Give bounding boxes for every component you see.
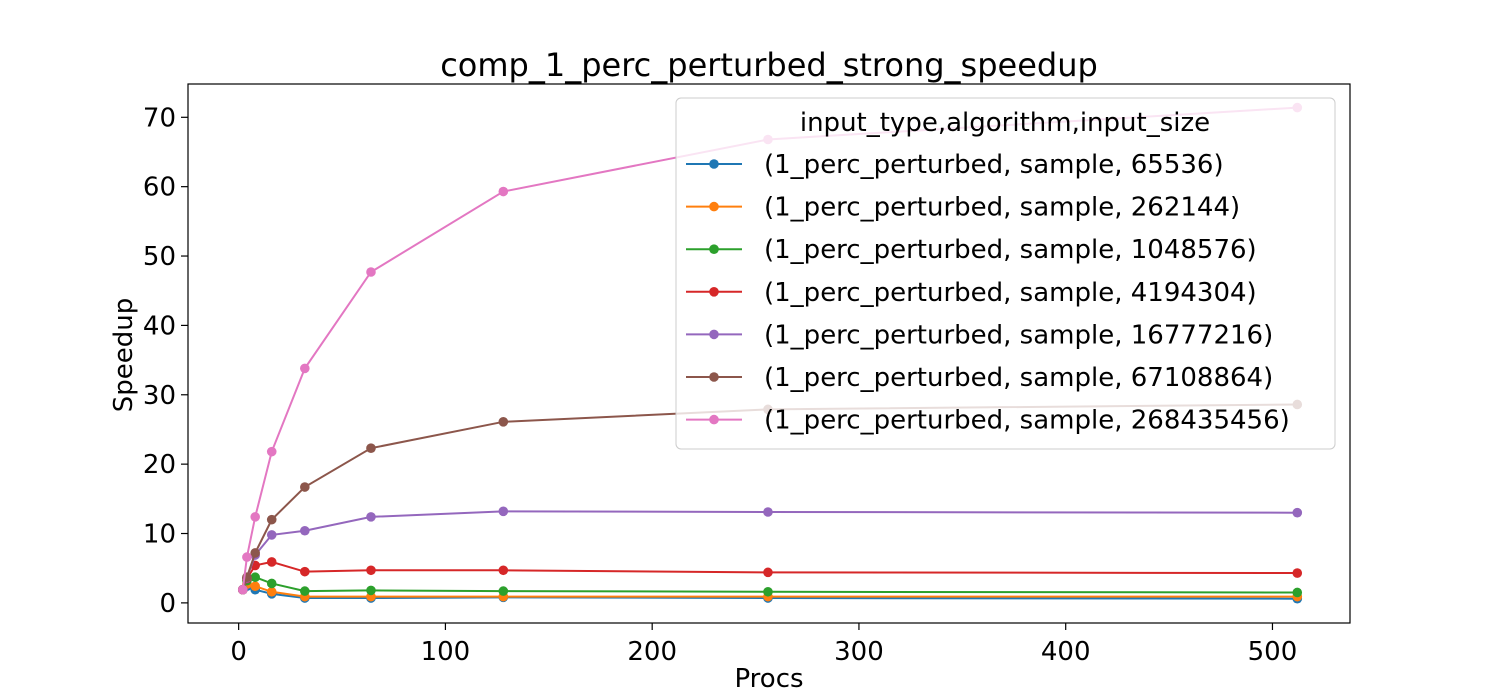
legend-box (675, 97, 1336, 450)
y-axis: 0 10 20 30 40 50 60 70 (143, 103, 188, 619)
series-4 (237, 506, 1303, 595)
x-axis-label: Procs (734, 664, 803, 694)
legend-label: (1_perc_perturbed, sample, 65536) (764, 150, 1224, 180)
legend-label: (1_perc_perturbed, sample, 268435456) (764, 406, 1290, 436)
y-axis-label: Speedup (109, 298, 139, 413)
data-point (242, 552, 252, 562)
x-tick-label: 100 (421, 637, 471, 667)
chart-title: comp_1_perc_perturbed_strong_speedup (440, 46, 1098, 84)
series-line (241, 510, 1298, 591)
data-point (250, 512, 260, 522)
legend: input_type,algorithm,input_size (1_perc_… (675, 97, 1336, 450)
x-axis: 0 100 200 300 400 500 (230, 623, 1297, 667)
legend-label: (1_perc_perturbed, sample, 16777216) (764, 320, 1273, 350)
data-point (300, 363, 310, 374)
data-point (300, 482, 310, 492)
legend-marker (709, 414, 719, 425)
legend-marker (709, 201, 719, 212)
legend-entry: (1_perc_perturbed, sample, 4194304) (686, 278, 1257, 308)
legend-marker (709, 372, 719, 382)
y-tick-label: 0 (159, 589, 176, 619)
data-point (266, 514, 277, 525)
x-tick-label: 300 (834, 637, 884, 667)
data-point (1292, 507, 1303, 518)
data-point (366, 585, 376, 596)
data-point (266, 557, 277, 567)
y-tick-label: 60 (143, 173, 176, 203)
data-point (498, 186, 509, 197)
data-point (266, 530, 277, 540)
legend-label: (1_perc_perturbed, sample, 4194304) (764, 278, 1257, 308)
legend-entry: (1_perc_perturbed, sample, 67108864) (686, 363, 1273, 393)
data-point (300, 586, 310, 596)
legend-entry: (1_perc_perturbed, sample, 262144) (686, 193, 1240, 223)
data-point (266, 586, 277, 597)
y-tick-label: 50 (143, 242, 176, 272)
data-point (498, 417, 509, 427)
data-point (763, 567, 773, 578)
axes-frame (187, 83, 1351, 624)
data-point (1292, 587, 1303, 598)
data-point (1292, 568, 1303, 578)
data-point (366, 267, 376, 277)
data-point (250, 548, 260, 558)
data-point (366, 512, 376, 522)
data-point (266, 446, 277, 457)
y-tick-label: 70 (143, 103, 176, 133)
y-tick-label: 20 (143, 450, 176, 480)
x-tick-label: 0 (230, 637, 247, 667)
legend-entry: (1_perc_perturbed, sample, 1048576) (686, 235, 1257, 265)
data-point (498, 506, 509, 517)
y-tick-label: 10 (143, 520, 176, 550)
data-point (250, 581, 260, 592)
data-point (300, 525, 310, 536)
data-point (498, 565, 509, 576)
legend-marker (709, 329, 719, 340)
data-point (498, 586, 509, 596)
legend-label: (1_perc_perturbed, sample, 1048576) (764, 235, 1257, 265)
legend-entry: (1_perc_perturbed, sample, 16777216) (686, 320, 1273, 350)
data-point (237, 584, 248, 595)
data-point (366, 443, 376, 453)
legend-label: (1_perc_perturbed, sample, 262144) (764, 193, 1240, 223)
data-point (763, 507, 773, 517)
data-point (266, 578, 277, 589)
data-point (250, 572, 260, 583)
legend-entry: (1_perc_perturbed, sample, 268435456) (686, 406, 1290, 436)
x-tick-label: 500 (1248, 637, 1298, 667)
legend-marker (709, 287, 719, 297)
data-point (763, 586, 773, 597)
data-point (366, 565, 376, 576)
x-tick-label: 400 (1041, 637, 1091, 667)
data-point (300, 566, 310, 577)
y-tick-label: 30 (143, 381, 176, 411)
y-tick-label: 40 (143, 311, 176, 341)
legend-marker (709, 159, 719, 169)
legend-marker (709, 244, 719, 254)
legend-entry: (1_perc_perturbed, sample, 65536) (686, 150, 1224, 180)
x-tick-label: 200 (627, 637, 677, 667)
plot-area (237, 102, 1303, 604)
legend-title: input_type,algorithm,input_size (800, 108, 1210, 138)
legend-label: (1_perc_perturbed, sample, 67108864) (764, 363, 1273, 393)
